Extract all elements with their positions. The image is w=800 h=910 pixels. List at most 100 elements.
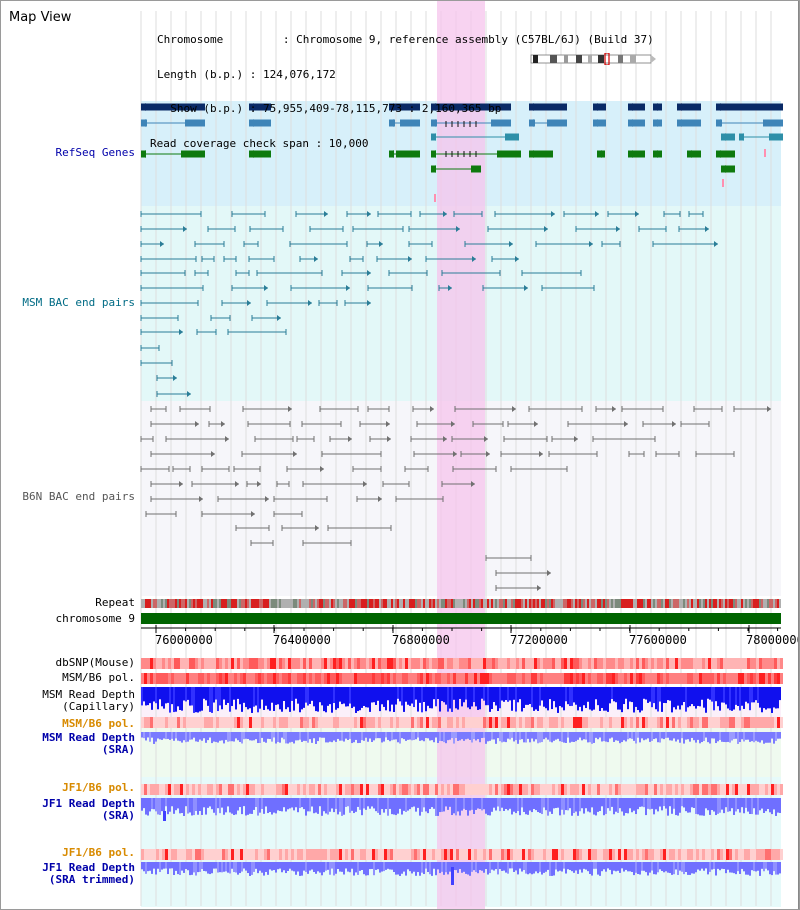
repeat-mark [415,599,417,608]
track-label-msm-bac-end-pairs[interactable]: MSM BAC end pairs [22,296,135,309]
depth-bar [719,732,721,740]
heat-cell [264,658,267,669]
heat-cell [405,717,408,728]
heat-cell [666,784,669,795]
depth-bar [197,687,199,713]
depth-bar [251,732,253,741]
depth-bar [551,798,553,814]
heat-cell [438,849,441,860]
depth-bar [413,687,415,708]
heat-cell [375,717,378,728]
repeat-mark [201,599,203,608]
bac-end-arrow [515,256,519,262]
depth-bar [297,798,299,813]
heat-cell [669,717,672,728]
track-label-jf1-b6-pol-trimmed[interactable]: JF1/B6 pol. [62,846,135,859]
depth-bar [241,862,243,872]
heat-cell [288,849,291,860]
heat-cell [366,849,369,860]
heat-cell [456,717,459,728]
heat-cell [750,673,753,684]
depth-bar [681,798,683,807]
track-label-jf1-b6-pol[interactable]: JF1/B6 pol. [62,781,135,794]
depth-bar [239,862,241,874]
repeat-mark [149,599,151,608]
heat-cell [777,717,780,728]
depth-bar [147,732,149,738]
repeat-mark [377,599,379,608]
heat-cell [204,658,207,669]
heat-cell [408,717,411,728]
track-label-msm-read-depth-sra[interactable]: MSM Read Depth [42,731,135,744]
heat-cell [552,784,555,795]
repeat-mark [351,599,353,608]
heat-cell [324,658,327,669]
heat-cell [258,717,261,728]
depth-bar [423,862,425,875]
depth-bar [291,732,293,742]
repeat-mark [387,599,389,608]
bac-end-arrow [486,451,490,457]
heat-cell [525,849,528,860]
depth-bar [235,687,237,710]
track-label-msm-read-depth-capillary[interactable]: MSM Read Depth [42,688,135,701]
depth-bar [303,798,305,810]
repeat-mark [401,599,403,608]
heat-cell [522,673,525,684]
heat-cell [432,784,435,795]
depth-bar [499,798,501,812]
heat-cell [285,784,288,795]
depth-bar [553,732,555,741]
heat-cell [192,784,195,795]
track-label-dbsnp[interactable]: dbSNP(Mouse) [55,656,135,669]
track-label-msm-b6-pol-sra[interactable]: MSM/B6 pol. [62,717,135,730]
depth-bar [241,732,243,744]
heat-cell [618,658,621,669]
heat-cell [429,717,432,728]
track-label-jf1-read-depth-sra[interactable]: JF1 Read Depth [42,797,135,810]
heat-cell [570,658,573,669]
depth-bar [725,862,727,874]
chromosome-ideogram[interactable] [528,53,658,65]
heat-cell [519,784,522,795]
bac-end-arrow [624,421,628,427]
repeat-mark [335,599,337,608]
depth-bar [587,687,589,702]
depth-bar [275,862,277,873]
heat-cell [264,784,267,795]
track-label-jf1-read-depth-trimmed[interactable]: JF1 Read Depth [42,861,135,874]
depth-bar [723,732,725,742]
heat-cell [510,849,513,860]
bac-end-arrow [160,241,164,247]
depth-bar [433,798,435,809]
heat-cell [444,673,447,684]
depth-bar [715,862,717,876]
track-label-msm-b6-pol[interactable]: MSM/B6 pol. [62,671,135,684]
heat-cell [711,673,714,684]
depth-bar [477,798,479,809]
track-label-refseq-genes[interactable]: RefSeq Genes [55,146,135,159]
bac-end-arrow [509,241,513,247]
heat-cell [435,849,438,860]
depth-bar [671,862,673,875]
axis-tick-label: 78000000 [746,633,800,647]
depth-bar [607,862,609,869]
repeat-mark [327,599,329,608]
depth-bar [779,687,781,701]
depth-bar [257,687,259,713]
repeat-mark [763,599,765,608]
repeat-mark [623,599,625,608]
depth-bar [361,687,363,708]
heat-cell [423,673,426,684]
depth-bar [591,862,593,876]
heat-cell [192,658,195,669]
heat-cell [561,784,564,795]
heat-cell [462,658,465,669]
heat-cell [228,784,231,795]
depth-bar [453,687,455,700]
depth-bar [721,862,723,869]
heat-cell [240,717,243,728]
heat-cell [210,658,213,669]
depth-bar [745,798,747,808]
track-label-b6n-bac-end-pairs[interactable]: B6N BAC end pairs [22,490,135,503]
